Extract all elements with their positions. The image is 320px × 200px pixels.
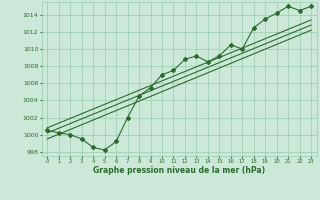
X-axis label: Graphe pression niveau de la mer (hPa): Graphe pression niveau de la mer (hPa) [93,166,265,175]
